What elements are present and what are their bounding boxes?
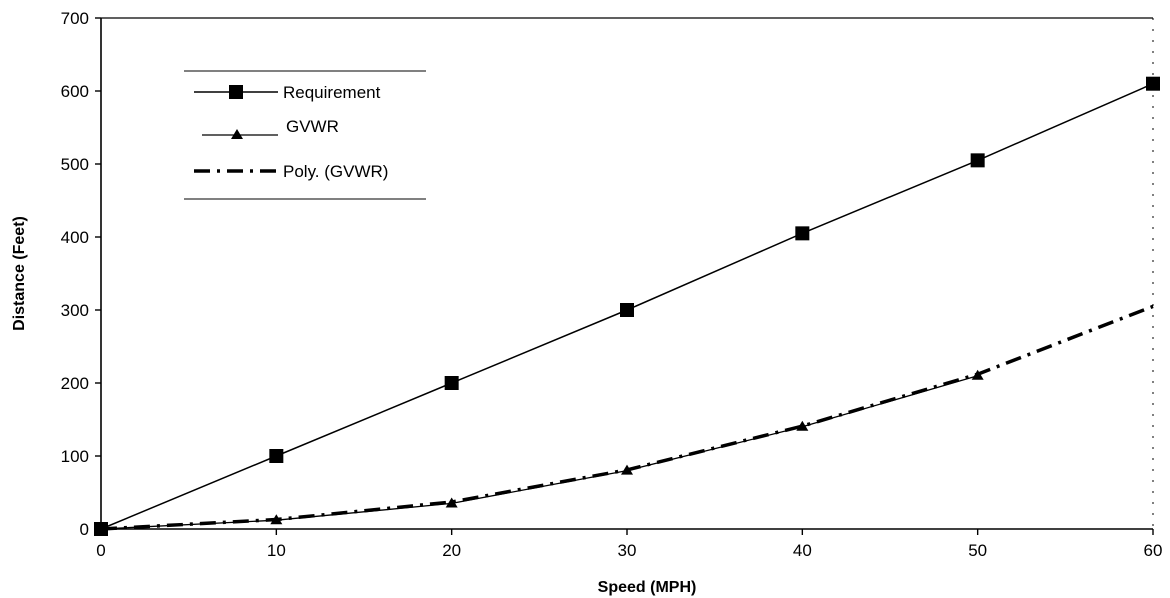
x-tick-label: 20 bbox=[442, 541, 461, 560]
legend-marker-gvwr bbox=[231, 129, 243, 139]
x-tick-label: 40 bbox=[793, 541, 812, 560]
gvwr-point bbox=[621, 464, 633, 475]
series-line-poly-gvwr bbox=[100, 304, 1154, 531]
x-axis-title: Speed (MPH) bbox=[598, 579, 697, 596]
requirement-point bbox=[620, 303, 634, 317]
requirement-point bbox=[970, 153, 985, 168]
x-tick-label: 10 bbox=[267, 541, 286, 560]
requirement-point bbox=[444, 376, 459, 390]
legend: Requirement GVWR Poly. (GVWR) bbox=[184, 70, 426, 200]
gvwr-point bbox=[971, 369, 984, 380]
legend-label-gvwr: GVWR bbox=[286, 117, 339, 136]
legend-marker-requirement bbox=[229, 85, 243, 99]
y-tick-label: 100 bbox=[61, 447, 89, 466]
requirement-point bbox=[269, 449, 284, 463]
y-tick-label: 300 bbox=[61, 301, 89, 320]
y-tick-label: 400 bbox=[61, 228, 89, 247]
series-line-gvwr bbox=[100, 375, 978, 530]
gvwr-point bbox=[796, 420, 809, 431]
y-tick-label: 600 bbox=[61, 82, 89, 101]
legend-label-poly-gvwr: Poly. (GVWR) bbox=[283, 162, 388, 181]
requirement-point bbox=[1146, 76, 1160, 91]
gvwr-point bbox=[445, 497, 458, 508]
x-tick-label: 30 bbox=[618, 541, 637, 560]
y-tick-label: 700 bbox=[61, 9, 89, 28]
y-axis-title: Distance (Feet) bbox=[11, 216, 28, 331]
y-tick-label: 500 bbox=[61, 155, 89, 174]
legend-label-requirement: Requirement bbox=[283, 83, 381, 102]
x-tick-label: 60 bbox=[1144, 541, 1163, 560]
requirement-point bbox=[94, 522, 108, 536]
requirement-point bbox=[795, 226, 810, 241]
x-tick-label: 50 bbox=[968, 541, 987, 560]
gvwr-point bbox=[270, 514, 283, 525]
x-tick-label: 0 bbox=[96, 541, 105, 560]
y-tick-label: 200 bbox=[61, 374, 89, 393]
y-tick-label: 0 bbox=[80, 520, 89, 539]
